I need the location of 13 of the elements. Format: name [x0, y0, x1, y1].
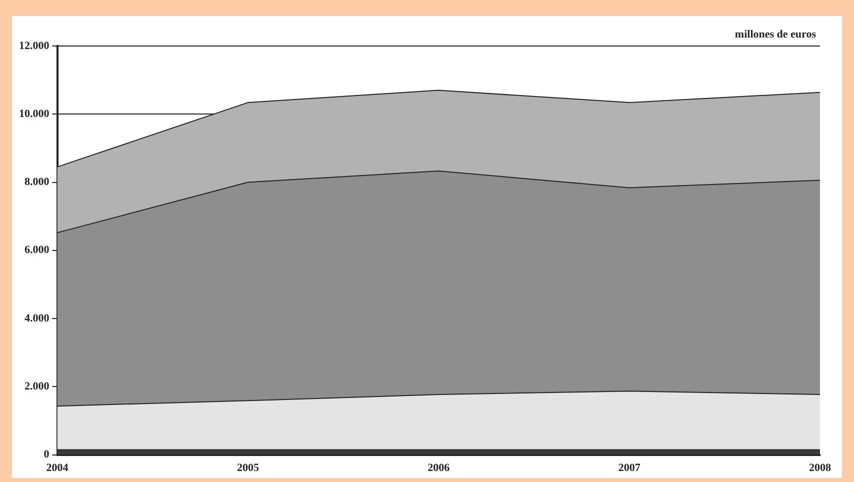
- x-tick-label: 2006: [428, 462, 450, 474]
- y-tick-label: 2.000: [24, 380, 50, 393]
- text: millones de euros: [734, 28, 817, 40]
- y-tick-label: 10.000: [19, 108, 50, 120]
- x-tick-label: 2007: [618, 462, 641, 474]
- x-tick-label: 2004: [46, 462, 69, 474]
- x-tick-label: 2005: [236, 462, 260, 474]
- y-tick-label: 12.000: [19, 40, 50, 52]
- x-tick-label: 2008: [809, 462, 832, 474]
- y-tick-label: 6.000: [24, 244, 50, 256]
- y-tick-label: 8.000: [24, 176, 50, 188]
- y-tick-label: 0: [44, 448, 50, 461]
- y-tick-label: 4.000: [24, 312, 50, 324]
